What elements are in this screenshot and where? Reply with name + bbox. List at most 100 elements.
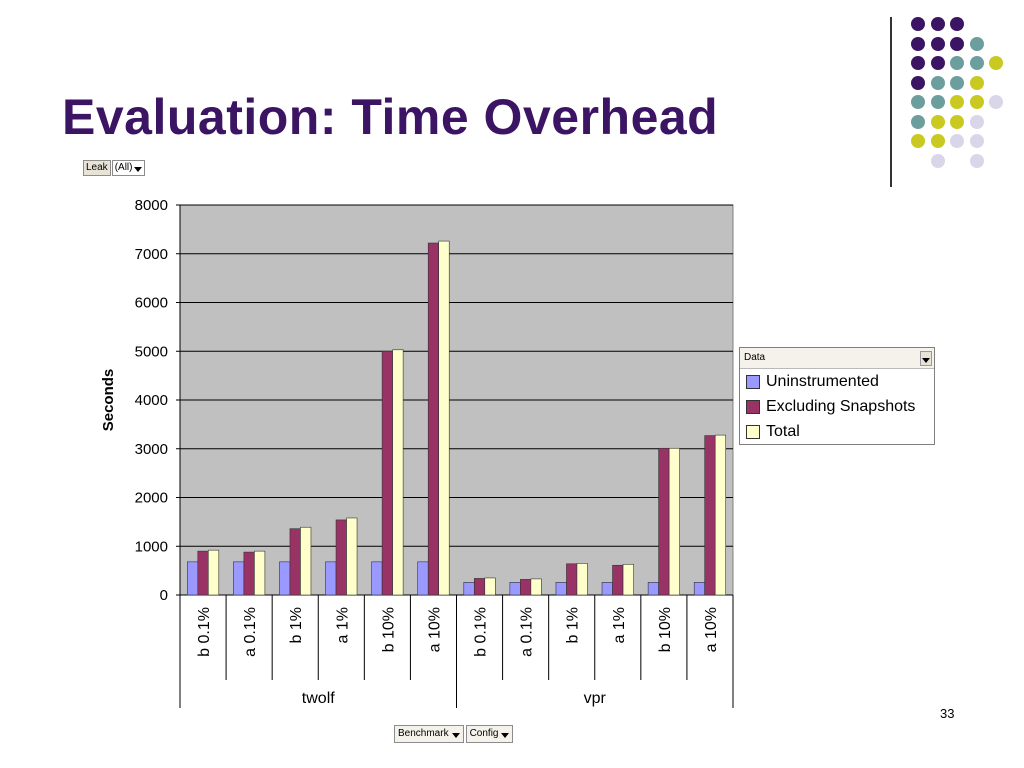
bar xyxy=(520,579,532,596)
decorative-dot xyxy=(950,75,964,90)
bar xyxy=(186,561,199,596)
decorative-dot xyxy=(930,134,945,148)
decorative-dot xyxy=(930,56,945,70)
bar xyxy=(335,519,347,596)
y-tick-label: 0 xyxy=(160,587,168,604)
slide-title: Evaluation: Time Overhead xyxy=(62,89,719,145)
bar xyxy=(325,561,337,596)
bar xyxy=(647,582,659,596)
bar xyxy=(473,578,486,596)
bar xyxy=(392,349,404,596)
decorative-dot xyxy=(911,134,925,148)
decorative-dot xyxy=(950,95,964,109)
leak-filter[interactable]: Leak (All) xyxy=(83,160,146,176)
bar xyxy=(300,526,312,596)
legend-item: Excluding Snapshots xyxy=(740,394,934,419)
x-tick-label: b 10% xyxy=(380,607,397,652)
bar xyxy=(555,582,567,596)
y-tick-label: 8000 xyxy=(135,197,168,214)
bar xyxy=(254,550,266,596)
chevron-down-icon[interactable] xyxy=(134,167,143,172)
bar xyxy=(233,561,245,596)
decorative-dot xyxy=(969,95,984,109)
decorative-dot xyxy=(911,17,925,31)
decorative-dot xyxy=(911,75,925,90)
decorative-dot xyxy=(969,56,984,70)
config-field-label: Config xyxy=(469,728,499,739)
decorative-dot xyxy=(930,17,945,31)
decorative-dot xyxy=(969,153,984,168)
bar xyxy=(658,447,670,596)
bar xyxy=(417,561,429,596)
bar xyxy=(566,563,578,596)
decorative-dot xyxy=(969,134,984,148)
decorative-dot xyxy=(950,36,964,51)
y-tick-label: 5000 xyxy=(135,343,168,360)
y-tick-label: 1000 xyxy=(135,538,168,555)
legend-dropdown-button[interactable] xyxy=(920,351,932,366)
decorative-dot xyxy=(930,36,945,51)
y-tick-label: 2000 xyxy=(135,490,168,507)
legend-item: Total xyxy=(740,419,934,444)
decorative-dot xyxy=(969,36,984,51)
decorative-dot xyxy=(911,95,925,109)
benchmark-field-button[interactable]: Benchmark xyxy=(394,725,464,743)
legend-data-field[interactable]: Data xyxy=(740,348,934,369)
legend-label: Excluding Snapshots xyxy=(766,397,916,415)
bar xyxy=(207,549,220,596)
decorative-dot-pattern xyxy=(900,8,1010,178)
bar xyxy=(381,350,393,596)
x-group-label: twolf xyxy=(302,690,335,707)
bar xyxy=(576,563,588,596)
chevron-down-icon xyxy=(501,733,510,738)
decorative-dot xyxy=(969,114,984,129)
x-tick-label: a 1% xyxy=(611,607,628,643)
decorative-dot xyxy=(930,153,945,168)
page-number: 33 xyxy=(940,706,955,721)
x-tick-label: a 0.1% xyxy=(519,607,536,657)
x-tick-label: a 1% xyxy=(334,607,351,643)
y-axis-title: Seconds xyxy=(100,369,117,432)
decorative-dot xyxy=(950,134,964,148)
bar xyxy=(622,563,634,596)
y-tick-label: 4000 xyxy=(135,392,168,409)
bar xyxy=(463,582,475,596)
decorative-dot xyxy=(950,17,964,31)
chevron-down-icon xyxy=(922,357,930,363)
title-divider-line xyxy=(890,17,892,187)
bar xyxy=(346,517,358,596)
decorative-dot xyxy=(950,56,964,70)
bar xyxy=(704,435,716,596)
decorative-dot xyxy=(930,95,945,109)
decorative-dot xyxy=(989,95,1003,109)
decorative-dot xyxy=(969,75,984,90)
leak-filter-label[interactable]: Leak xyxy=(83,160,111,176)
x-tick-label: b 1% xyxy=(565,607,582,643)
bar xyxy=(601,582,613,596)
legend-swatch xyxy=(746,424,760,439)
legend-label: Total xyxy=(766,422,800,440)
bar xyxy=(530,578,542,596)
bar xyxy=(612,564,624,596)
leak-filter-value: (All) xyxy=(114,162,133,173)
decorative-dot xyxy=(911,36,925,51)
bar xyxy=(289,528,301,596)
decorative-dot xyxy=(911,56,925,70)
bar xyxy=(427,242,440,596)
config-field-button[interactable]: Config xyxy=(465,725,514,743)
y-tick-label: 7000 xyxy=(135,246,168,263)
bar xyxy=(243,551,255,596)
x-group-label: vpr xyxy=(584,690,607,707)
bar xyxy=(371,561,383,596)
leak-filter-select[interactable]: (All) xyxy=(111,160,146,176)
x-tick-label: b 0.1% xyxy=(196,607,213,657)
bar xyxy=(509,582,521,596)
y-tick-label: 6000 xyxy=(135,295,168,312)
bar xyxy=(668,447,680,596)
x-tick-label: b 10% xyxy=(657,607,674,652)
legend-swatch xyxy=(746,374,760,389)
x-tick-label: a 10% xyxy=(703,607,720,652)
legend-header-label: Data xyxy=(744,352,766,363)
decorative-dot xyxy=(930,114,945,129)
